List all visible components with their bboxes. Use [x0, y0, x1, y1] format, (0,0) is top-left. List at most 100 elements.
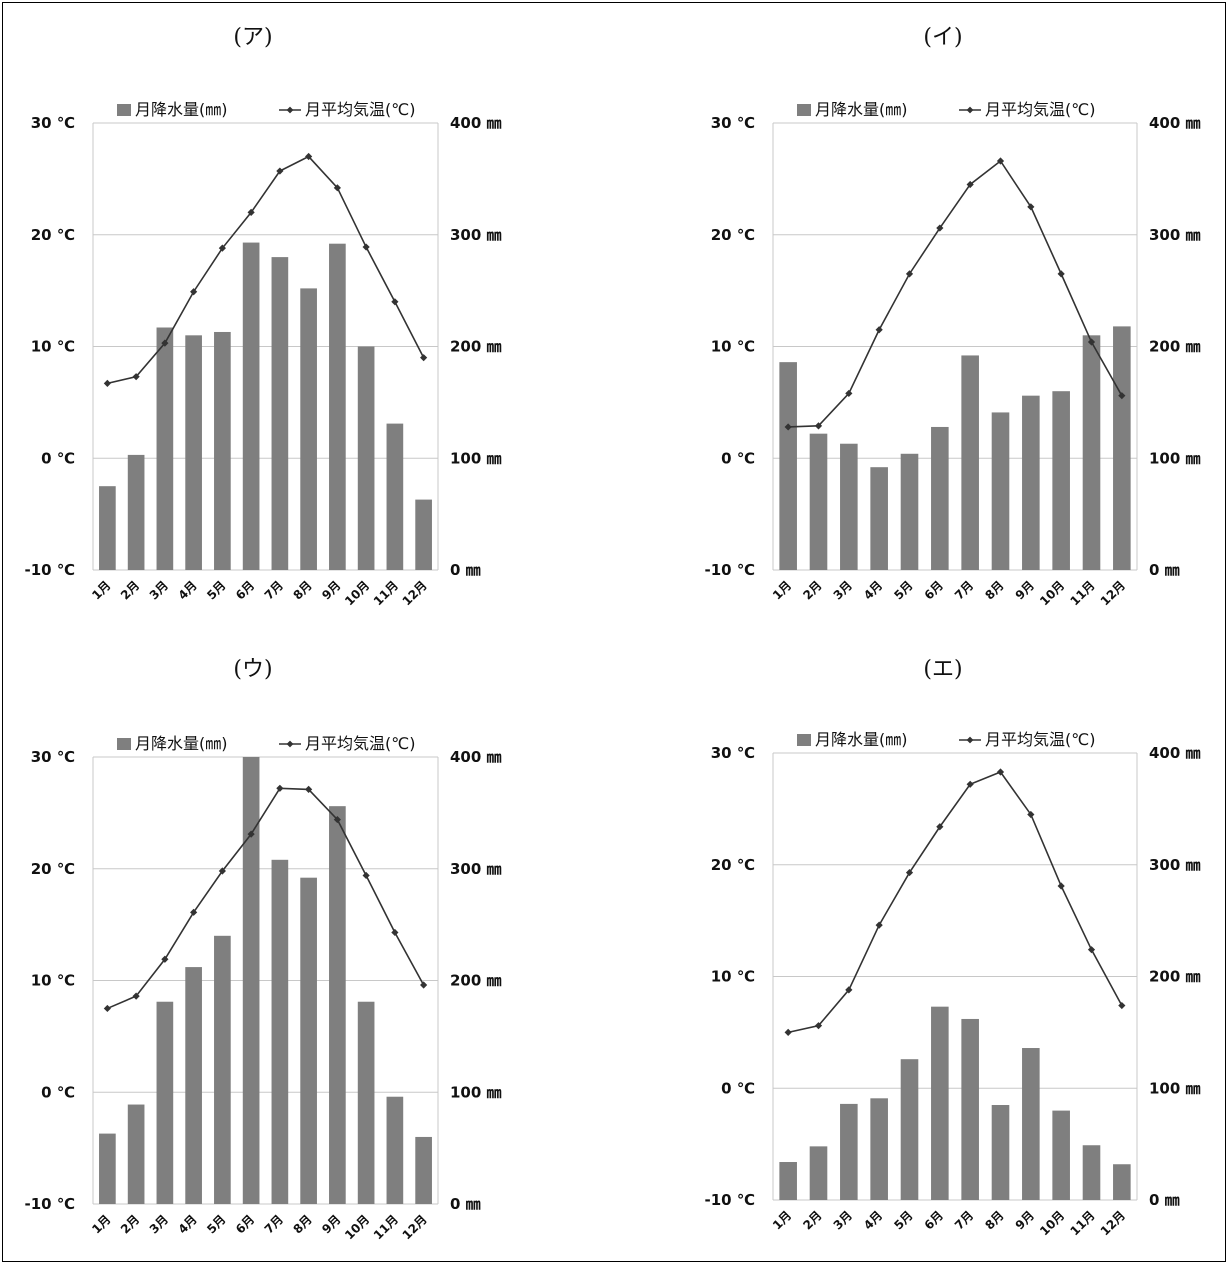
left-tick-label: 30 ℃ — [31, 114, 75, 132]
precip-bar — [900, 1059, 919, 1200]
legend-temp-label: 月平均気温(℃) — [305, 734, 415, 753]
temperature-point — [362, 243, 370, 251]
left-tick-label: 10 ℃ — [31, 338, 75, 356]
climate-chart: -10 ℃ 0 ℃ 10 ℃ 20 ℃ 30 ℃ 0 ㎜ 100 ㎜ 200 ㎜ 300 ㎜ 40… — [705, 730, 1201, 1238]
right-tick-label: 400 ㎜ — [450, 748, 502, 766]
precip-bar — [300, 288, 317, 570]
month-label: 5月 — [891, 578, 915, 602]
temperature-line — [788, 159, 1123, 428]
precip-bar — [779, 362, 797, 570]
temperature-point — [936, 823, 944, 831]
temperature-point — [966, 180, 974, 189]
month-label: 10月 — [1037, 578, 1067, 608]
temperature-point — [218, 244, 226, 252]
month-label: 3月 — [147, 578, 171, 602]
month-label: 6月 — [233, 1212, 257, 1236]
precip-bar — [357, 346, 375, 570]
legend-precip-label: 月降水量(㎜) — [135, 100, 228, 119]
temperature-point — [875, 921, 883, 929]
temperature-point — [103, 1004, 111, 1013]
month-label: 5月 — [204, 1212, 228, 1236]
right-tick-label: 200 ㎜ — [450, 972, 502, 990]
temperature-point — [190, 908, 198, 916]
month-label: 4月 — [861, 578, 885, 602]
temperature-point — [1027, 203, 1035, 211]
temperature-point — [132, 373, 140, 381]
precip-bar — [991, 412, 1010, 570]
month-label: 7月 — [262, 578, 286, 602]
temperature-point — [814, 1022, 823, 1030]
temperature-point — [845, 986, 853, 994]
legend-bar-swatch — [117, 104, 131, 116]
left-tick-label: 20 ℃ — [31, 226, 75, 244]
left-tick-label: 20 ℃ — [31, 860, 75, 878]
temperature-point — [1027, 810, 1035, 819]
precip-bar — [156, 327, 174, 570]
chart-panel-a: (ア) -10 ℃ 0 ℃ 10 ℃ 20 ℃ 30 ℃ 0 ㎜ 100 ㎜ 200 ㎜ 300… — [3, 3, 615, 633]
temperature-point — [996, 768, 1005, 776]
precip-bar — [809, 433, 828, 570]
right-tick-label: 200 ㎜ — [1149, 968, 1201, 986]
left-tick-label: -10 ℃ — [25, 1195, 76, 1213]
left-tick-label: 0 ℃ — [721, 1079, 755, 1097]
month-label: 6月 — [922, 578, 946, 602]
month-label: 12月 — [400, 578, 430, 608]
precip-bar — [809, 1146, 828, 1200]
precip-bar — [1022, 395, 1040, 570]
month-label: 2月 — [118, 1212, 142, 1236]
month-label: 12月 — [1098, 1208, 1128, 1238]
precip-bar — [242, 757, 260, 1204]
chart-panel-e: (エ) -10 ℃ 0 ℃ 10 ℃ 20 ℃ 30 ℃ 0 ㎜ 100 ㎜ 200 ㎜ 300… — [615, 633, 1227, 1263]
temperature-point — [218, 867, 226, 875]
precip-bar — [329, 243, 346, 570]
left-tick-label: 0 ℃ — [41, 449, 75, 467]
precip-bar — [386, 423, 404, 570]
month-label: 5月 — [204, 578, 228, 602]
right-tick-label: 0 ㎜ — [1149, 561, 1180, 579]
right-tick-label: 100 ㎜ — [450, 1083, 502, 1101]
month-label: 11月 — [1067, 578, 1097, 608]
precip-bar — [415, 499, 432, 570]
chart-panel-i: (イ) -10 ℃ 0 ℃ 10 ℃ 20 ℃ 30 ℃ 0 ㎜ 100 ㎜ 200 ㎜ 300… — [615, 3, 1227, 633]
left-tick-label: 20 ℃ — [711, 856, 755, 874]
right-tick-label: 300 ㎜ — [450, 226, 502, 244]
precip-bar — [1082, 335, 1101, 570]
precip-bar — [870, 1098, 888, 1200]
chart-title: (イ) — [923, 25, 963, 50]
precip-bar — [1022, 1048, 1040, 1200]
temperature-point — [420, 354, 428, 362]
legend-line-marker — [286, 106, 294, 114]
right-tick-label: 400 ㎜ — [1149, 744, 1201, 762]
precip-bar — [127, 454, 145, 570]
month-label: 2月 — [800, 578, 824, 602]
precip-bar — [931, 426, 949, 570]
right-tick-label: 0 ㎜ — [450, 1195, 481, 1213]
climate-chart: -10 ℃ 0 ℃ 10 ℃ 20 ℃ 30 ℃ 0 ㎜ 100 ㎜ 200 ㎜ 300 ㎜ 40… — [25, 100, 502, 608]
temperature-point — [936, 224, 944, 232]
left-tick-label: 20 ℃ — [711, 226, 755, 244]
month-label: 1月 — [89, 1212, 113, 1236]
temperature-point — [161, 339, 169, 347]
temperature-point — [905, 868, 914, 877]
month-label: 4月 — [861, 1208, 885, 1232]
month-label: 9月 — [1013, 1208, 1037, 1232]
temperature-point — [190, 288, 198, 296]
temperature-point — [1118, 1001, 1126, 1010]
legend-bar-swatch — [117, 738, 131, 750]
temperature-point — [875, 326, 883, 334]
left-tick-label: 0 ℃ — [721, 449, 755, 467]
legend-precip-label: 月降水量(㎜) — [815, 100, 908, 119]
month-label: 10月 — [1037, 1208, 1067, 1238]
month-label: 7月 — [262, 1212, 286, 1236]
right-tick-label: 100 ㎜ — [1149, 1079, 1201, 1097]
precip-bar — [779, 1162, 797, 1200]
precip-bar — [185, 335, 202, 570]
month-label: 4月 — [175, 578, 199, 602]
temperature-line — [107, 155, 425, 385]
month-label: 2月 — [800, 1208, 824, 1232]
month-label: 6月 — [922, 1208, 946, 1232]
climate-chart: -10 ℃ 0 ℃ 10 ℃ 20 ℃ 30 ℃ 0 ㎜ 100 ㎜ 200 ㎜ 300 ㎜ 40… — [705, 100, 1201, 608]
precip-bar — [271, 257, 289, 570]
precip-bar — [961, 355, 979, 570]
